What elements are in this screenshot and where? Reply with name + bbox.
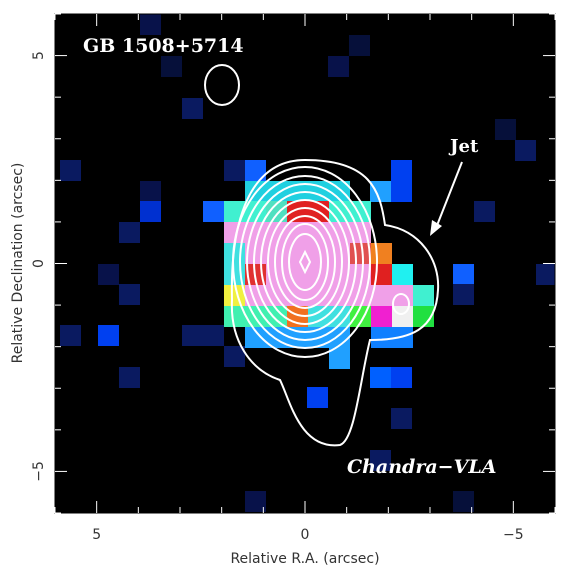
contours [204,64,440,447]
axes: 5 0 −5 −5 0 5 [31,13,556,543]
x-tick-label: 5 [92,527,101,543]
source-name: GB 1508+5714 [83,35,244,57]
y-tick-label: 0 [31,259,47,268]
y-axis-label: Relative Declination (arcsec) [10,163,26,364]
y-tick-label: 5 [31,51,47,60]
y-tick-label: −5 [31,461,47,482]
x-tick-label: 0 [301,527,310,543]
x-tick-label: −5 [503,527,524,543]
jet-label: Jet [448,136,479,157]
arrow-head [430,220,442,236]
x-axis-label: Relative R.A. (arcsec) [230,551,379,567]
jet-arrow [435,161,463,229]
instrument-label: Chandra−VLA [347,456,496,478]
